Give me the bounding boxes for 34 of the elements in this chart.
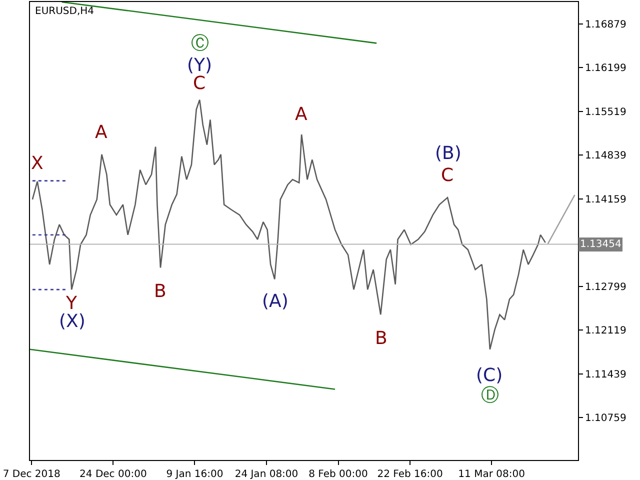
annotation: C [441, 165, 454, 186]
x-tick-label: 7 Dec 2018 [2, 469, 60, 480]
x-tick-label: 22 Feb 16:00 [377, 469, 443, 480]
line-series [32, 99, 546, 350]
x-tick-label: 24 Dec 00:00 [80, 469, 147, 480]
annotation: B [375, 328, 388, 349]
annotation: X [31, 153, 44, 174]
x-tick-label: 9 Jan 16:00 [166, 469, 224, 480]
y-tick-label: 1.11439 [585, 369, 626, 380]
y-tick-label: 1.12119 [585, 326, 626, 337]
y-tick-label: 1.15519 [585, 106, 626, 118]
y-tick-label: 1.14159 [585, 194, 626, 206]
annotation: B [154, 281, 166, 302]
chart-title: EURUSD,H4 [35, 6, 94, 17]
y-tick-label: 1.16879 [585, 19, 626, 30]
annotation: Ⓓ [481, 385, 499, 406]
y-tick-label: 1.12799 [585, 282, 626, 293]
x-tick-label: 11 Mar 08:00 [458, 469, 525, 480]
annotation: (C) [476, 365, 503, 386]
annotation: A [295, 104, 308, 125]
annotation: (B) [435, 143, 462, 164]
annotation: C [193, 73, 206, 94]
annotation: Ⓒ [191, 33, 209, 54]
ref-line-label: 1.13454 [580, 239, 622, 250]
x-tick-label: 8 Feb 00:00 [308, 469, 368, 480]
annotation: (X) [59, 311, 86, 332]
y-tick-label: 1.10759 [585, 413, 626, 424]
annotation: A [95, 122, 108, 143]
annotation: Y [65, 293, 78, 314]
annotation: (Y) [187, 55, 212, 76]
annotation: (A) [262, 291, 288, 312]
y-tick-label: 1.14839 [585, 150, 626, 162]
x-tick-label: 24 Jan 08:00 [234, 469, 298, 480]
y-tick-label: 1.16199 [585, 63, 626, 74]
